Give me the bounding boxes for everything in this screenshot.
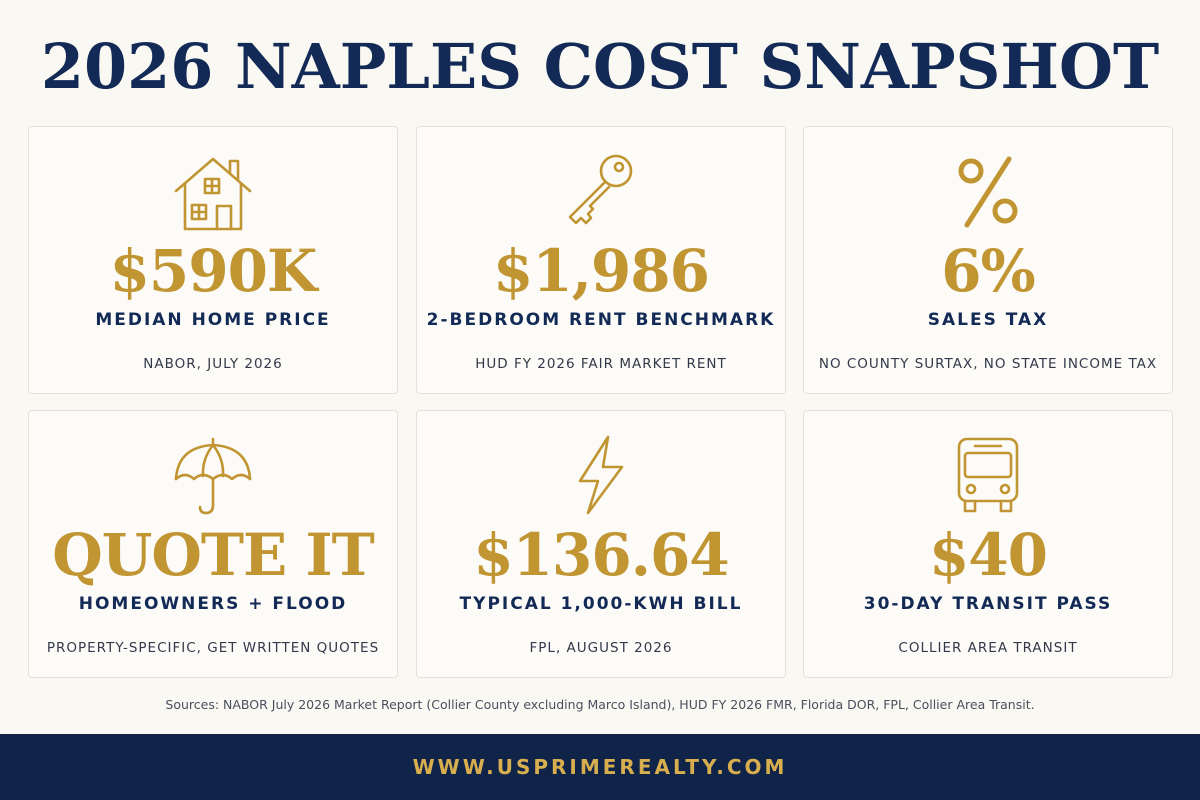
card-label: MEDIAN HOME PRICE <box>95 310 331 330</box>
lightning-icon <box>556 429 646 519</box>
card-label: SALES TAX <box>927 310 1049 330</box>
card-transit-pass: $40 30-DAY TRANSIT PASS COLLIER AREA TRA… <box>803 410 1173 678</box>
card-label: 30-DAY TRANSIT PASS <box>863 594 1113 614</box>
card-source-note: NO COUNTY SURTAX, NO STATE INCOME TAX <box>818 356 1158 372</box>
house-icon <box>168 145 258 235</box>
card-value: $590K <box>109 237 318 305</box>
cost-cards-grid: $590K MEDIAN HOME PRICE NABOR, JULY 2026… <box>28 126 1173 678</box>
footer-bar: WWW.USPRIMEREALTY.COM <box>0 734 1200 800</box>
card-electric-bill: $136.64 TYPICAL 1,000-KWH BILL FPL, AUGU… <box>416 410 786 678</box>
umbrella-icon <box>168 429 258 519</box>
card-value: $136.64 <box>473 521 729 589</box>
bus-icon <box>943 429 1033 519</box>
card-value: QUOTE IT <box>52 521 374 589</box>
card-value: $40 <box>928 521 1048 589</box>
website-link[interactable]: WWW.USPRIMEREALTY.COM <box>412 755 788 779</box>
key-icon <box>556 145 646 235</box>
percent-icon <box>943 145 1033 235</box>
card-value: $1,986 <box>493 237 710 305</box>
card-source-note: COLLIER AREA TRANSIT <box>898 640 1078 656</box>
card-label: TYPICAL 1,000-KWH BILL <box>459 594 743 614</box>
card-median-home-price: $590K MEDIAN HOME PRICE NABOR, JULY 2026 <box>28 126 398 394</box>
card-label: HOMEOWNERS + FLOOD <box>78 594 348 614</box>
page-title: 2026 NAPLES COST SNAPSHOT <box>40 30 1160 103</box>
card-source-note: HUD FY 2026 FAIR MARKET RENT <box>475 356 727 372</box>
sources-footnote: Sources: NABOR July 2026 Market Report (… <box>165 697 1035 712</box>
card-source-note: NABOR, JULY 2026 <box>143 356 283 372</box>
card-label: 2-BEDROOM RENT BENCHMARK <box>426 310 776 330</box>
card-source-note: PROPERTY-SPECIFIC, GET WRITTEN QUOTES <box>46 640 380 656</box>
card-homeowners-flood: QUOTE IT HOMEOWNERS + FLOOD PROPERTY-SPE… <box>28 410 398 678</box>
card-source-note: FPL, AUGUST 2026 <box>529 640 673 656</box>
card-sales-tax: 6% SALES TAX NO COUNTY SURTAX, NO STATE … <box>803 126 1173 394</box>
card-value: 6% <box>941 237 1035 305</box>
card-rent-benchmark: $1,986 2-BEDROOM RENT BENCHMARK HUD FY 2… <box>416 126 786 394</box>
